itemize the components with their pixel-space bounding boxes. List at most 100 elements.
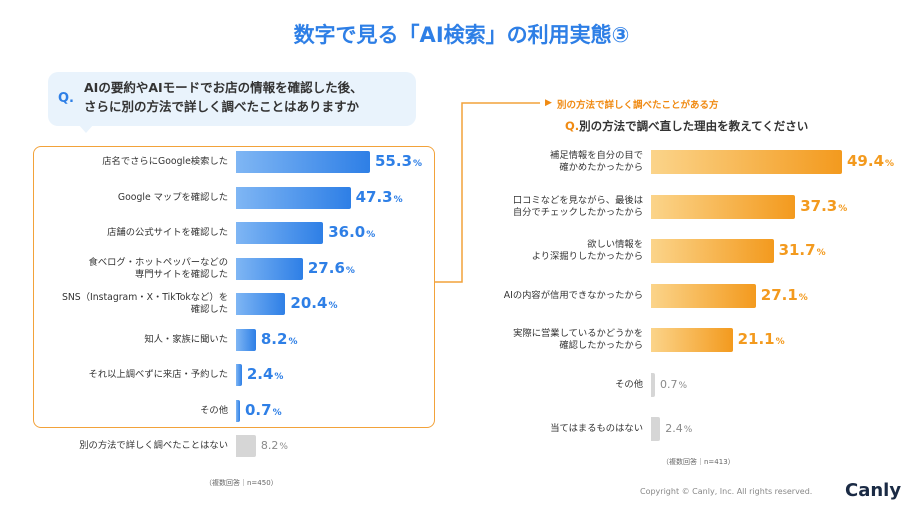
value-unit: %: [288, 336, 298, 347]
category-label-line: 知人・家族に聞いた: [144, 333, 228, 345]
category-label: 当てはまるものはない: [403, 423, 643, 435]
left-question-bubble: [48, 72, 416, 126]
value-unit: %: [413, 159, 423, 169]
value-label: 37.3%: [800, 197, 847, 215]
category-label-line: AIの内容が信用できなかったから: [503, 289, 643, 301]
value-unit: %: [393, 194, 403, 205]
value-unit: %: [683, 425, 693, 435]
category-label-line: 店名でさらにGoogle検索した: [102, 156, 228, 167]
value-label: 36.0%: [328, 223, 375, 241]
right-question-text: 別の方法で調べ直した理由を教えてください: [579, 119, 809, 133]
value-unit: %: [838, 203, 848, 214]
category-label-line: より深掘りしたかったから: [531, 251, 643, 262]
value-label: 2.4%: [247, 365, 284, 383]
bar: [236, 435, 256, 457]
value-number: 49.4: [847, 152, 885, 170]
right-question-mark: Q.: [565, 119, 580, 133]
category-label-line: 実際に営業しているかどうかを: [513, 328, 643, 339]
value-number: 0.7: [660, 377, 678, 391]
category-label-line: その他: [200, 404, 228, 416]
bar: [236, 364, 242, 386]
value-number: 36.0: [328, 223, 366, 241]
value-number: 8.2: [260, 329, 288, 348]
value-label: 21.1%: [738, 330, 785, 348]
value-number: 0.7: [245, 400, 272, 419]
value-number: 55.3: [375, 152, 413, 170]
category-label: Google マップを確認した: [0, 192, 228, 204]
category-label: その他: [0, 405, 228, 417]
bar: [236, 293, 286, 315]
category-label-line: 確かめたかったから: [559, 162, 643, 173]
value-unit: %: [798, 292, 808, 303]
category-label-line: 口コミなどを見ながら、最後は: [512, 194, 643, 206]
value-label: 31.7%: [779, 241, 826, 259]
value-label: 55.3%: [375, 152, 422, 170]
category-label-line: 確認した: [190, 304, 228, 315]
category-label-line: 専門サイトを確認した: [135, 268, 228, 280]
value-number: 20.4: [290, 294, 328, 312]
value-unit: %: [775, 337, 785, 347]
bar: [651, 417, 661, 441]
category-label: 別の方法で詳しく調べたことはない: [0, 440, 228, 452]
category-label: 食べログ・ホットペッパーなどの 専門サイトを確認した: [0, 257, 228, 281]
category-label-line: 補足情報を自分の目で: [550, 150, 643, 161]
value-unit: %: [328, 301, 338, 311]
value-unit: %: [274, 372, 284, 382]
value-label: 49.4%: [847, 152, 894, 170]
bar: [651, 150, 842, 174]
left-note: （複数回答｜n=450）: [205, 479, 278, 487]
category-label: AIの内容が信用できなかったから: [403, 290, 643, 302]
bar: [236, 399, 240, 422]
arrow-icon: ▶: [545, 98, 552, 108]
category-label-line: 欲しい情報を: [587, 239, 643, 250]
value-unit: %: [272, 407, 282, 418]
category-label: 実際に営業しているかどうかを 確認したかったから: [403, 328, 643, 352]
left-question-text: AIの要約やAIモードでお店の情報を確認した後、 さらに別の方法で詳しく調べたこ…: [84, 78, 414, 116]
bar: [236, 257, 303, 280]
value-label: 20.4%: [290, 294, 337, 312]
value-label: 27.6%: [308, 259, 355, 277]
bar: [236, 186, 351, 209]
question-bubble-tail: [78, 124, 94, 133]
value-number: 37.3: [800, 196, 838, 215]
right-annotation: 別の方法で詳しく調べたことがある方: [557, 100, 719, 111]
category-label-line: その他: [615, 378, 643, 390]
category-label-line: 食べログ・ホットペッパーなどの: [88, 256, 228, 268]
highlight-frame: [33, 146, 435, 428]
value-number: 27.1: [760, 285, 798, 304]
bar: [651, 239, 774, 263]
bar: [236, 328, 256, 351]
value-label: 2.4%: [665, 422, 692, 435]
value-number: 47.3: [355, 187, 393, 206]
category-label: 補足情報を自分の目で 確かめたかったから: [403, 150, 643, 174]
category-label-line: SNS（Instagram・X・TikTokなど）を: [61, 292, 228, 303]
bar: [651, 372, 655, 397]
category-label: 店舗の公式サイトを確認した: [0, 227, 228, 239]
value-unit: %: [678, 380, 688, 391]
value-label: 47.3%: [356, 188, 403, 206]
value-unit: %: [345, 265, 355, 276]
page-title: 数字で見る「AI検索」の利用実態③: [293, 23, 630, 47]
category-label: 知人・家族に聞いた: [0, 334, 228, 346]
value-label: 8.2%: [261, 330, 298, 348]
left-question-mark: Q.: [58, 91, 74, 106]
canly-logo: Canly: [845, 480, 902, 501]
value-unit: %: [366, 230, 376, 240]
value-label: 8.2%: [261, 439, 288, 452]
category-label-line: Google マップを確認した: [117, 191, 228, 203]
value-unit: %: [279, 442, 288, 452]
category-label-line: 別の方法で詳しく調べたことはない: [79, 440, 228, 451]
category-label: 欲しい情報を より深掘りしたかったから: [403, 239, 643, 263]
right-note: （複数回答｜n=413）: [662, 458, 735, 466]
value-number: 8.2: [260, 439, 279, 452]
category-label-line: 店舗の公式サイトを確認した: [107, 227, 228, 238]
category-label: 口コミなどを見ながら、最後は 自分でチェックしたかったから: [403, 195, 643, 219]
category-label: 店名でさらにGoogle検索した: [0, 156, 228, 168]
value-number: 2.4: [246, 365, 274, 383]
value-label: 27.1%: [761, 286, 808, 304]
bar: [236, 222, 324, 244]
value-number: 31.7: [778, 241, 816, 259]
bar: [651, 283, 756, 308]
value-number: 21.1: [737, 330, 775, 348]
